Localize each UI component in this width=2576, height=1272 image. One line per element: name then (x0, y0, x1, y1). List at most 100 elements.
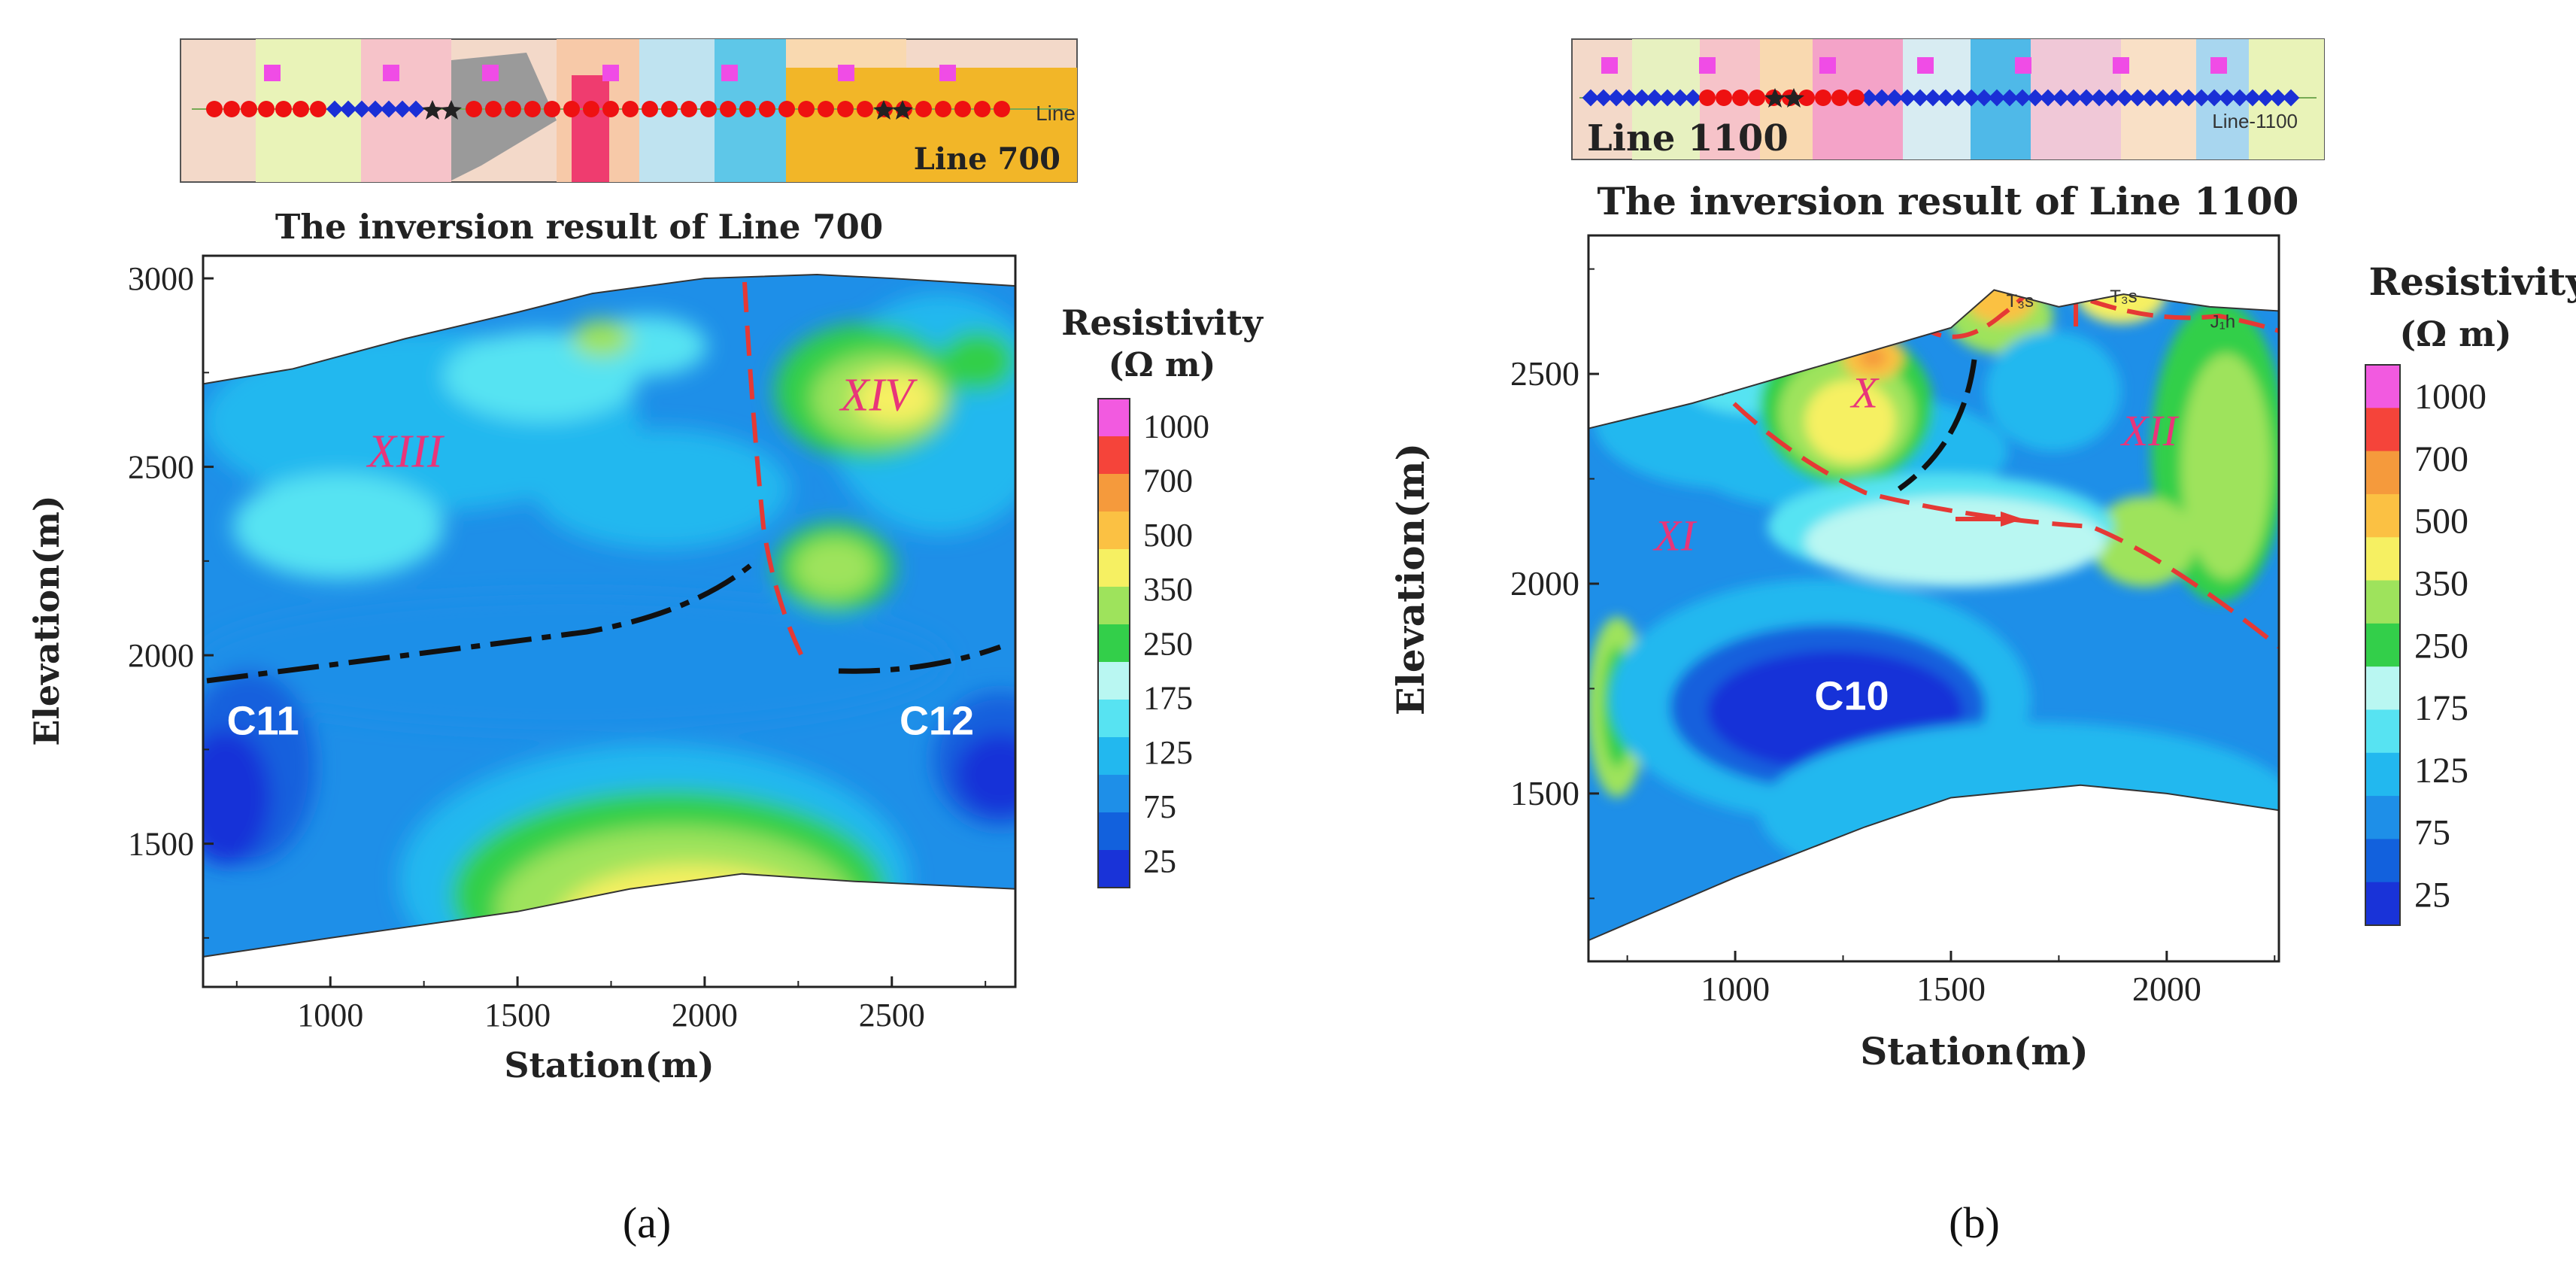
station-marker (2001, 89, 2019, 107)
station-marker (1798, 90, 1815, 106)
star-marker (441, 100, 462, 120)
zone-label: XI (1652, 511, 1697, 560)
station-marker (583, 101, 599, 117)
station-marker (1749, 90, 1765, 106)
station-marker (2154, 89, 2172, 107)
map-sample-marker (838, 65, 854, 81)
colorbar-frame (2365, 364, 2401, 926)
station-marker (759, 101, 775, 117)
station-marker (206, 101, 223, 117)
station-marker (1860, 89, 1878, 107)
colorbar-tick-label: 500 (1143, 517, 1193, 554)
chart-title-a: The inversion result of Line 700 (275, 207, 883, 247)
location-map-b: Line 1100 Line-1100 (1571, 38, 2325, 160)
map-line-label-b: Line 1100 (1587, 117, 1789, 159)
station-marker (2205, 89, 2223, 107)
y-tick-label: 2000 (128, 637, 194, 674)
colorbar-tick-label: 350 (2414, 564, 2468, 604)
colorbar-swatch (2365, 493, 2400, 538)
station-marker (2167, 89, 2185, 107)
station-marker (2116, 89, 2134, 107)
colorbar-swatch (1098, 512, 1130, 550)
colorbar-swatch (2365, 537, 2400, 581)
station-marker (602, 101, 619, 117)
colorbar-swatch (1098, 812, 1130, 851)
y-axis-label-a: Elevation(m) (26, 495, 67, 745)
colorbar-unit-b: (Ω m) (2399, 314, 2511, 354)
colorbar-frame (1097, 398, 1130, 888)
colorbar-tick-label: 250 (1143, 625, 1193, 662)
survey-stations-b (1582, 57, 2300, 108)
star-marker (422, 100, 443, 120)
station-marker (1975, 89, 1993, 107)
colorbar-title-a: Resistivity (1061, 302, 1264, 343)
station-marker (563, 101, 580, 117)
colorbar-swatch (1098, 775, 1130, 813)
colorbar-swatch (2365, 839, 2400, 883)
anomaly-label: C11 (227, 698, 299, 743)
station-marker (661, 101, 678, 117)
station-marker (1716, 90, 1732, 106)
map-sample-marker (383, 65, 399, 81)
station-marker (818, 101, 834, 117)
station-marker (1937, 89, 1955, 107)
x-tick-label: 1000 (297, 997, 363, 1034)
station-marker (915, 101, 932, 117)
colorbar-tick-label: 75 (2414, 813, 2450, 853)
x-tick-label: 2000 (2132, 970, 2201, 1008)
station-marker (1582, 89, 1600, 107)
colorbar-swatch (2365, 365, 2400, 408)
y-tick-label: 1500 (1510, 774, 1579, 812)
station-marker (954, 101, 971, 117)
station-marker (2192, 89, 2210, 107)
colorbar-swatch (1098, 436, 1130, 475)
surface-unit-label: T₃s (2110, 287, 2137, 307)
station-marker (1911, 89, 1929, 107)
star-marker (873, 100, 894, 120)
station-marker (2077, 89, 2095, 107)
map-sample-marker (1819, 57, 1836, 74)
x-axis-label-a: Station(m) (504, 1045, 714, 1085)
station-marker (1848, 90, 1864, 106)
station-marker (2128, 89, 2147, 107)
panel-b: Line 1100 Line-1100 The inversion result… (1388, 38, 2325, 1247)
colorbar-title-b: Resistivity (2369, 260, 2576, 304)
station-marker (837, 101, 854, 117)
station-marker (2256, 89, 2274, 107)
station-marker (2244, 89, 2262, 107)
zone-labels-b: X XI XII C10 T₃s T₃s J₁h (1652, 287, 2235, 718)
colorbar-tick-label: 25 (2414, 875, 2450, 915)
colorbar-swatch (1098, 624, 1130, 663)
colorbar-swatch (2365, 580, 2400, 624)
colorbar-tick-label: 700 (1143, 463, 1193, 499)
station-marker (1962, 89, 1980, 107)
colorbar-swatch (1098, 662, 1130, 700)
station-marker (1898, 89, 1916, 107)
colorbar-swatch (2365, 451, 2400, 495)
map-sample-marker (1699, 57, 1716, 74)
station-marker (2282, 89, 2300, 107)
panel-a: Line 700 Line The inversion result of Li… (26, 38, 1078, 1247)
station-marker (2269, 89, 2287, 107)
surface-unit-label: T₃s (2007, 291, 2034, 311)
axes-b: 1000 1500 2000 1500 2000 2500 (1510, 268, 2276, 1008)
station-marker (2103, 89, 2121, 107)
map-line-label-a: Line 700 (914, 141, 1060, 177)
x-tick-label: 1000 (1701, 970, 1770, 1008)
station-marker (720, 101, 736, 117)
x-tick-label: 2500 (859, 997, 925, 1034)
zone-label: XIII (366, 427, 445, 478)
colorbar-swatch (2365, 408, 2400, 452)
station-marker (1607, 89, 1625, 107)
caption-b: (b) (1949, 1198, 2000, 1247)
map-line-tag-a: Line (1036, 102, 1076, 125)
colorbar-tick-label: 1000 (1143, 408, 1209, 445)
surface-unit-label: J₁h (2210, 312, 2235, 332)
station-marker (1949, 89, 1968, 107)
x-tick-label: 1500 (1916, 970, 1986, 1008)
station-marker (798, 101, 815, 117)
colorbar-swatch (2365, 882, 2400, 926)
station-marker (544, 101, 560, 117)
colorbar-swatch (2365, 752, 2400, 797)
